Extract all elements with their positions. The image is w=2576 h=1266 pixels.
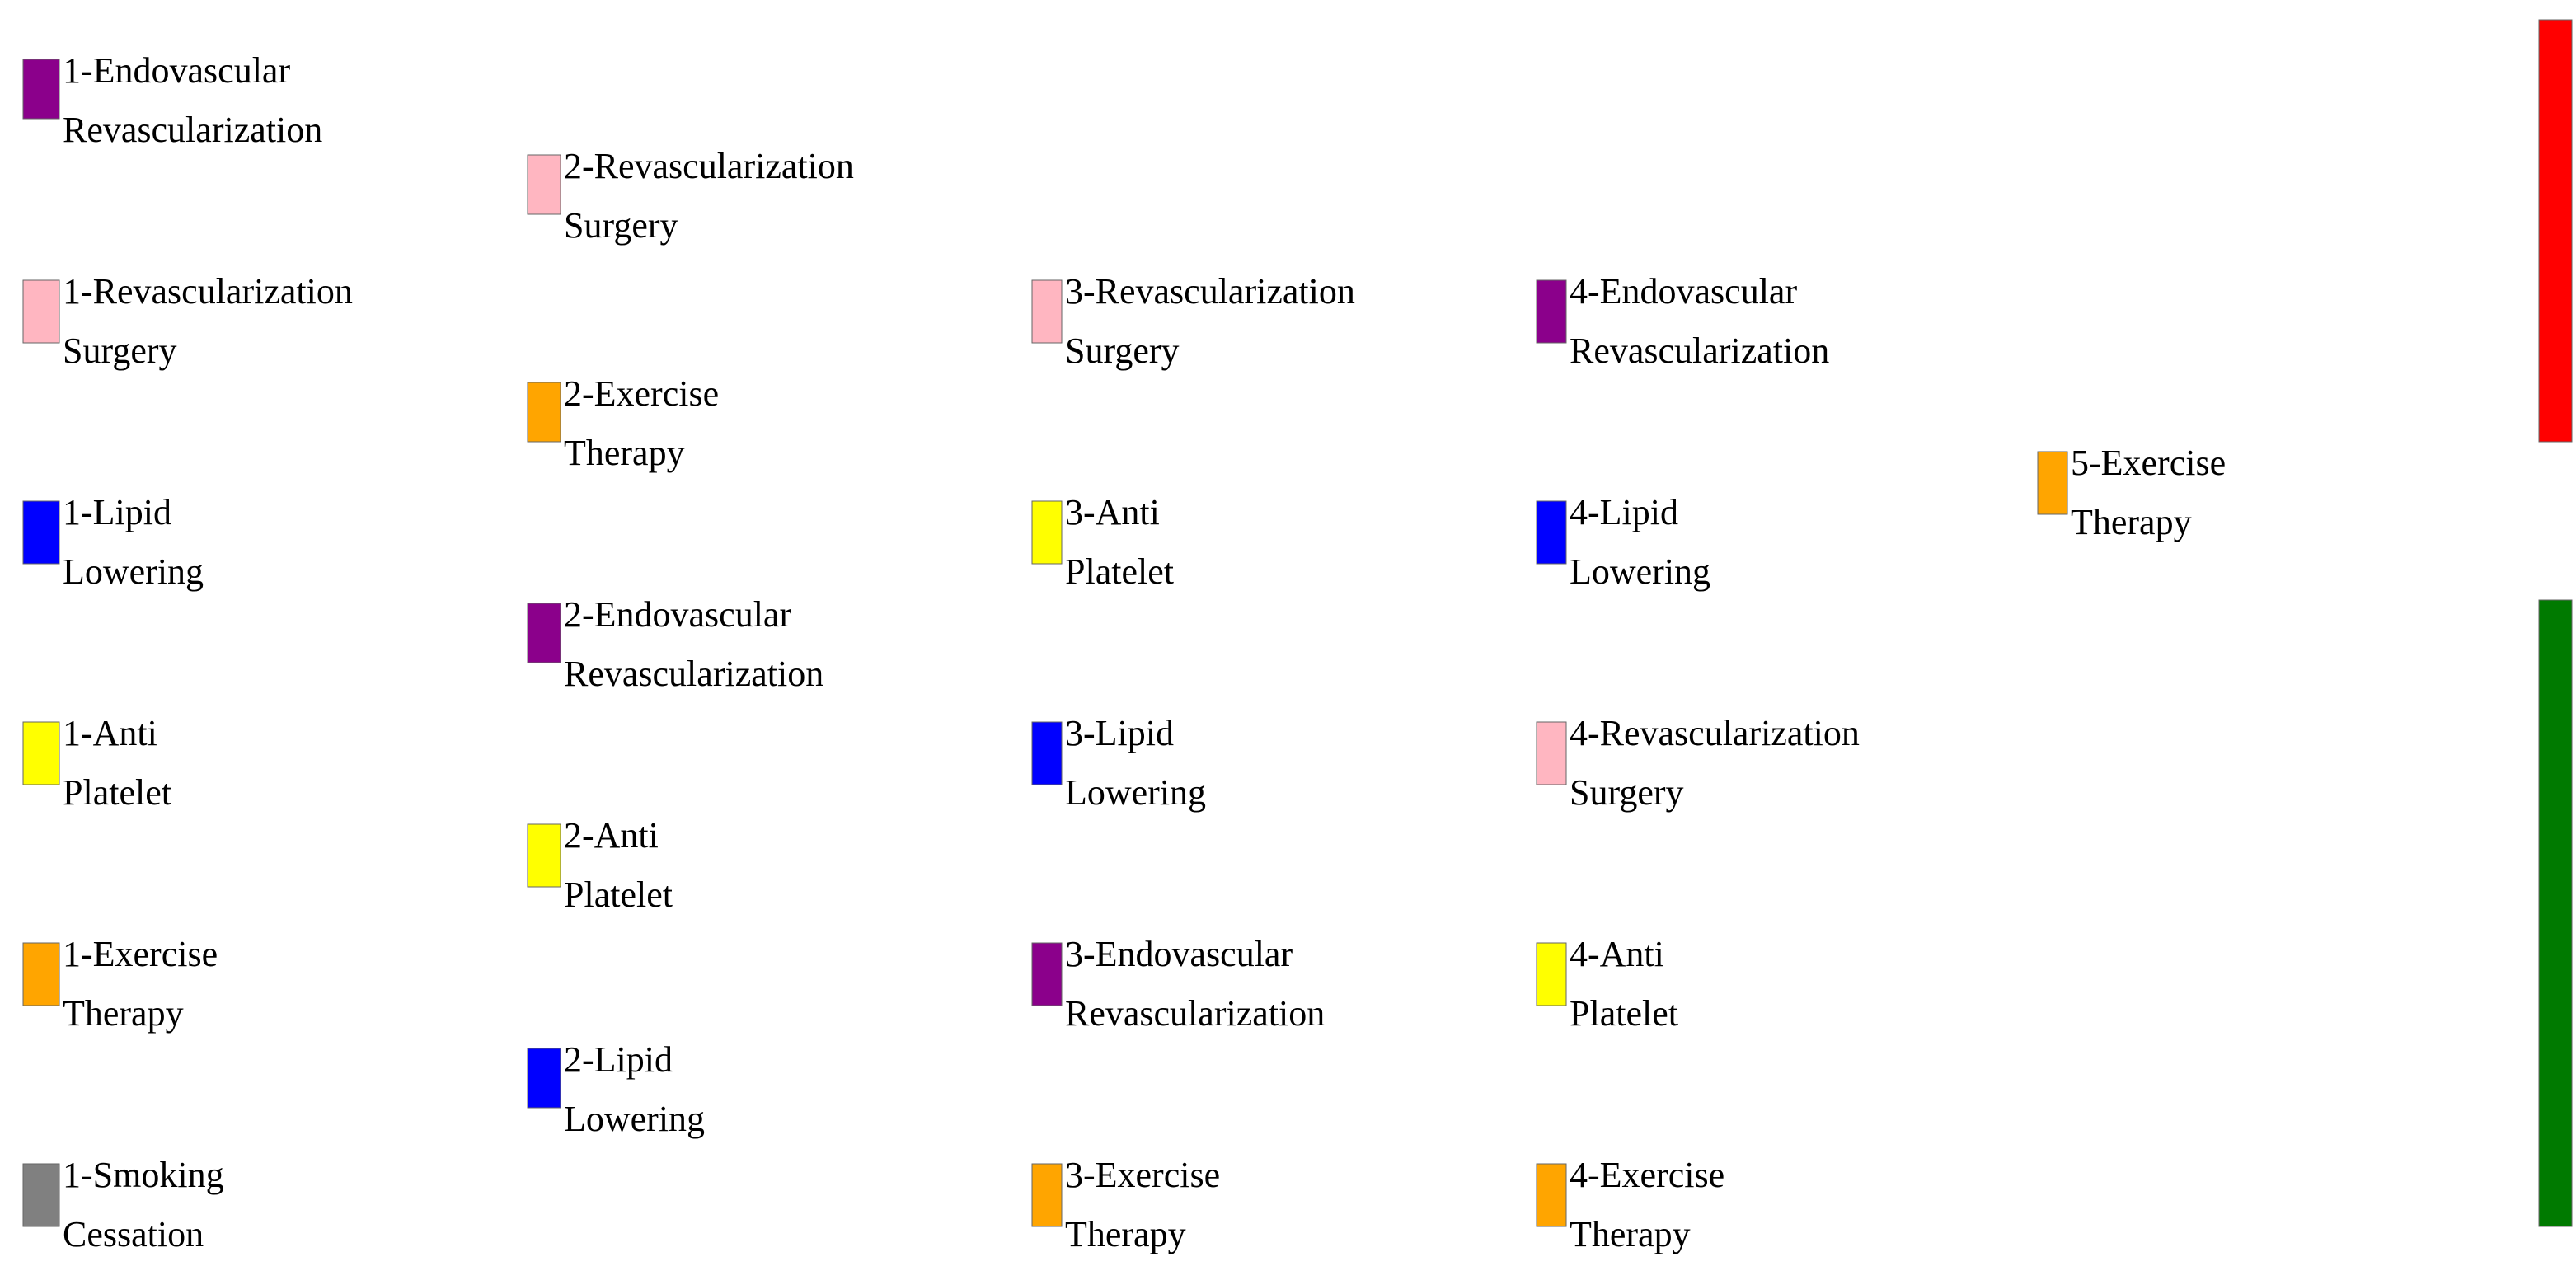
node-label-4-rs-line1: 4-Revascularization [1570,713,1860,753]
node-label-1-sc-line1: 1-Smoking [63,1155,224,1195]
node-3-ll[interactable] [1031,721,1063,785]
node-label-1-rs-line2: Surgery [63,331,177,371]
node-label-3-et-line2: Therapy [1065,1214,1186,1254]
node-label-1-rs-line1: 1-Revascularization [63,271,353,312]
node-label-1-et-line1: 1-Exercise [63,934,218,974]
node-label-2-ev-line1: 2-Endovascular [564,594,791,635]
node-label-4-et-line2: Therapy [1570,1214,1691,1254]
node-1-et[interactable] [22,942,60,1006]
link-2-ev-to-4-ap[interactable] [561,657,1537,969]
node-label-2-et-line1: 2-Exercise [564,373,719,414]
node-3-et[interactable] [1031,1163,1063,1227]
node-1-ll[interactable] [22,500,60,565]
node-label-4-ev-line2: Revascularization [1570,331,1829,371]
node-2-ap[interactable] [527,823,561,888]
node-label-3-ev-line2: Revascularization [1065,993,1325,1034]
node-1-rs[interactable] [22,279,60,344]
node-1-sc[interactable] [22,1163,60,1227]
node-label-1-ll-line2: Lowering [63,551,204,592]
node-label-3-ll-line2: Lowering [1065,772,1206,813]
node-3-ap[interactable] [1031,500,1063,565]
node-label-5-et-line2: Therapy [2071,502,2192,542]
node-4-ap[interactable] [1536,942,1567,1006]
link-3-rs-to-out-g[interactable] [1062,326,2539,638]
node-label-1-ev-line1: 1-Endovascular [63,50,290,91]
link-2-ll-to-out-g[interactable] [561,1057,2539,1100]
link-1-et-to-out-g[interactable] [59,937,2539,998]
node-label-4-ll-line2: Lowering [1570,551,1710,592]
node-label-3-ll-line1: 3-Lipid [1065,713,1174,753]
links-layer [59,25,2539,1228]
node-label-4-rs-line2: Surgery [1570,772,1684,813]
link-5-et-to-out-g[interactable] [2067,465,2539,702]
link-2-ll-to-4-et[interactable] [561,1103,1537,1173]
node-label-4-ap-line2: Platelet [1570,993,1678,1034]
node-label-2-et-line2: Therapy [564,433,685,473]
link-3-et-to-out-g[interactable] [1062,1110,2539,1212]
node-label-2-ev-line2: Revascularization [564,654,823,694]
node-label-3-et-line1: 3-Exercise [1065,1155,1220,1195]
node-label-3-ap-line1: 3-Anti [1065,492,1160,532]
node-1-ap[interactable] [22,721,60,785]
node-label-4-et-line1: 4-Exercise [1570,1155,1724,1195]
node-out-g[interactable] [2538,599,2573,1227]
node-2-ev[interactable] [527,603,561,663]
link-2-rs-to-out-r[interactable] [561,76,2539,200]
node-5-et[interactable] [2037,451,2068,515]
node-label-2-ap-line2: Platelet [564,874,673,915]
node-4-ev[interactable] [1536,279,1567,344]
node-label-2-ll-line1: 2-Lipid [564,1039,673,1080]
node-out-r[interactable] [2538,19,2573,443]
node-2-et[interactable] [527,382,561,443]
node-label-2-rs-line1: 2-Revascularization [564,146,854,186]
node-label-2-ll-line2: Lowering [564,1099,705,1139]
node-label-1-sc-line2: Cessation [63,1214,204,1254]
node-label-4-ap-line1: 4-Anti [1570,934,1664,974]
link-4-rs-to-out-g[interactable] [1566,759,2539,888]
link-1-ap-to-out-g[interactable] [59,735,2539,829]
node-label-1-et-line2: Therapy [63,993,184,1034]
node-label-3-ev-line1: 3-Endovascular [1065,934,1293,974]
node-label-3-ap-line2: Platelet [1065,551,1174,592]
node-3-rs[interactable] [1031,279,1063,344]
node-label-3-rs-line2: Surgery [1065,331,1180,371]
node-label-5-et-line1: 5-Exercise [2071,443,2226,483]
link-2-rs-to-5-et[interactable] [561,193,2038,466]
node-4-ll[interactable] [1536,500,1567,565]
node-label-1-ap-line2: Platelet [63,772,171,813]
node-label-1-ev-line2: Revascularization [63,110,322,150]
node-2-rs[interactable] [527,154,561,215]
nodes-layer [22,19,2573,1227]
link-1-ll-to-out-g[interactable] [59,529,2539,733]
node-label-3-rs-line1: 3-Revascularization [1065,271,1355,312]
node-label-4-ev-line1: 4-Endovascular [1570,271,1797,312]
labels-layer: 1-Endovascular Revascularization 1-Revascu… [63,50,2226,1254]
node-4-et[interactable] [1536,1163,1567,1227]
node-3-ev[interactable] [1031,942,1063,1006]
node-label-1-ap-line1: 1-Anti [63,713,157,753]
link-4-ap-to-out-g[interactable] [1566,959,2539,1061]
node-1-ev[interactable] [22,59,60,120]
link-3-ll-to-out-r[interactable] [1062,395,2539,754]
node-label-1-ll-line1: 1-Lipid [63,492,171,532]
link-3-rs-to-4-ap[interactable] [1062,337,1537,954]
node-label-4-ll-line1: 4-Lipid [1570,492,1678,532]
link-1-ev-to-out-r[interactable] [59,25,2539,106]
node-label-2-rs-line2: Surgery [564,205,678,246]
node-2-ll[interactable] [527,1048,561,1109]
link-2-ap-to-out-g[interactable] [561,851,2539,926]
node-label-2-ap-line1: 2-Anti [564,815,659,856]
link-3-ll-to-out-g[interactable] [1062,763,2539,856]
node-4-rs[interactable] [1536,721,1567,785]
